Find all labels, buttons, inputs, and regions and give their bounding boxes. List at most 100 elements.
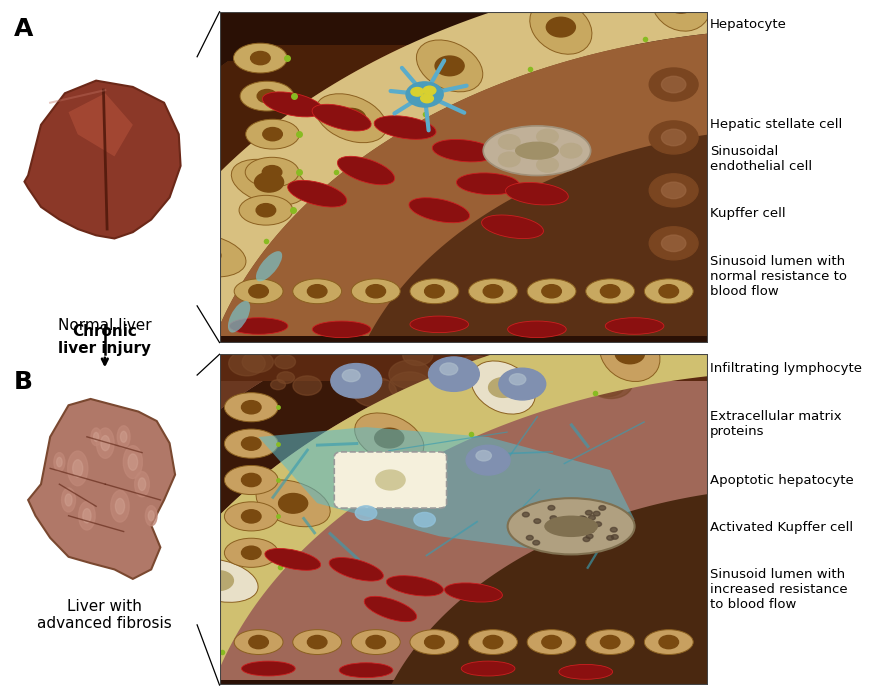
Circle shape xyxy=(600,284,620,298)
FancyBboxPatch shape xyxy=(334,452,446,508)
Circle shape xyxy=(331,363,382,398)
Circle shape xyxy=(82,509,91,523)
Ellipse shape xyxy=(586,279,634,304)
Ellipse shape xyxy=(224,429,278,458)
Circle shape xyxy=(411,87,424,96)
Text: Infiltrating lymphocyte: Infiltrating lymphocyte xyxy=(551,362,862,374)
Circle shape xyxy=(366,284,385,298)
Circle shape xyxy=(659,284,678,298)
Ellipse shape xyxy=(444,583,503,602)
Bar xyxy=(220,680,708,685)
Circle shape xyxy=(661,182,685,199)
Ellipse shape xyxy=(471,361,535,414)
Ellipse shape xyxy=(293,630,341,655)
Ellipse shape xyxy=(508,321,566,338)
Text: Sinusoidal
endothelial cell: Sinusoidal endothelial cell xyxy=(551,145,812,173)
Ellipse shape xyxy=(265,549,321,570)
Circle shape xyxy=(581,517,587,521)
Circle shape xyxy=(271,380,286,390)
Ellipse shape xyxy=(644,279,694,304)
Ellipse shape xyxy=(224,392,278,422)
Circle shape xyxy=(242,437,261,450)
Circle shape xyxy=(111,491,129,522)
Circle shape xyxy=(661,129,685,146)
Polygon shape xyxy=(98,304,896,692)
Circle shape xyxy=(611,535,618,539)
Text: Hepatic stellate cell: Hepatic stellate cell xyxy=(551,118,842,131)
Ellipse shape xyxy=(179,559,258,602)
Text: Activated Kupffer cell: Activated Kupffer cell xyxy=(551,521,853,534)
Circle shape xyxy=(661,235,685,252)
Circle shape xyxy=(644,367,660,378)
Circle shape xyxy=(414,512,435,527)
Circle shape xyxy=(67,451,88,486)
Ellipse shape xyxy=(777,0,834,24)
Ellipse shape xyxy=(351,279,401,304)
Circle shape xyxy=(307,635,327,648)
Circle shape xyxy=(498,152,520,167)
Circle shape xyxy=(65,494,72,506)
Circle shape xyxy=(389,361,431,389)
Circle shape xyxy=(455,356,494,381)
Polygon shape xyxy=(69,93,133,156)
Text: Sinusoid lumen with
increased resistance
to blood flow: Sinusoid lumen with increased resistance… xyxy=(551,568,848,611)
Ellipse shape xyxy=(234,279,283,304)
Ellipse shape xyxy=(410,630,459,655)
Circle shape xyxy=(591,374,625,397)
Ellipse shape xyxy=(125,316,206,356)
Circle shape xyxy=(366,635,385,648)
Circle shape xyxy=(242,546,261,559)
Text: Extracellular matrix
proteins: Extracellular matrix proteins xyxy=(551,410,841,437)
Ellipse shape xyxy=(256,251,282,282)
Circle shape xyxy=(204,571,233,590)
Ellipse shape xyxy=(735,311,793,367)
Circle shape xyxy=(434,373,464,394)
Circle shape xyxy=(428,357,479,392)
Ellipse shape xyxy=(129,646,211,687)
Text: Hepatocyte: Hepatocyte xyxy=(551,18,787,30)
Circle shape xyxy=(93,432,99,441)
Circle shape xyxy=(117,426,130,448)
Ellipse shape xyxy=(315,93,387,143)
Circle shape xyxy=(560,143,582,158)
Circle shape xyxy=(476,450,491,461)
Ellipse shape xyxy=(515,142,559,160)
Circle shape xyxy=(586,534,593,538)
Circle shape xyxy=(499,368,546,400)
Circle shape xyxy=(249,284,268,298)
Ellipse shape xyxy=(224,502,278,531)
Circle shape xyxy=(537,129,558,144)
Text: Liver with
advanced fibrosis: Liver with advanced fibrosis xyxy=(38,599,172,631)
Ellipse shape xyxy=(456,173,520,194)
Bar xyxy=(220,354,708,381)
Circle shape xyxy=(256,203,276,217)
Circle shape xyxy=(148,511,154,521)
Ellipse shape xyxy=(340,663,392,677)
Circle shape xyxy=(791,0,820,5)
Circle shape xyxy=(263,165,282,179)
Circle shape xyxy=(534,519,540,523)
Circle shape xyxy=(402,345,433,365)
Circle shape xyxy=(488,378,518,397)
Circle shape xyxy=(251,51,270,64)
Ellipse shape xyxy=(483,126,590,176)
Ellipse shape xyxy=(644,630,694,655)
Polygon shape xyxy=(195,28,896,441)
Circle shape xyxy=(469,370,507,395)
Ellipse shape xyxy=(410,279,459,304)
Circle shape xyxy=(548,505,555,510)
Ellipse shape xyxy=(229,318,288,334)
Bar xyxy=(220,12,244,62)
Circle shape xyxy=(133,410,161,429)
Ellipse shape xyxy=(559,664,613,680)
Circle shape xyxy=(242,401,261,414)
Ellipse shape xyxy=(505,183,568,205)
Circle shape xyxy=(342,370,360,381)
Ellipse shape xyxy=(469,279,517,304)
Circle shape xyxy=(607,536,614,540)
Ellipse shape xyxy=(527,279,576,304)
Polygon shape xyxy=(341,127,878,441)
Circle shape xyxy=(483,635,503,648)
Ellipse shape xyxy=(246,157,299,187)
Circle shape xyxy=(242,352,273,372)
